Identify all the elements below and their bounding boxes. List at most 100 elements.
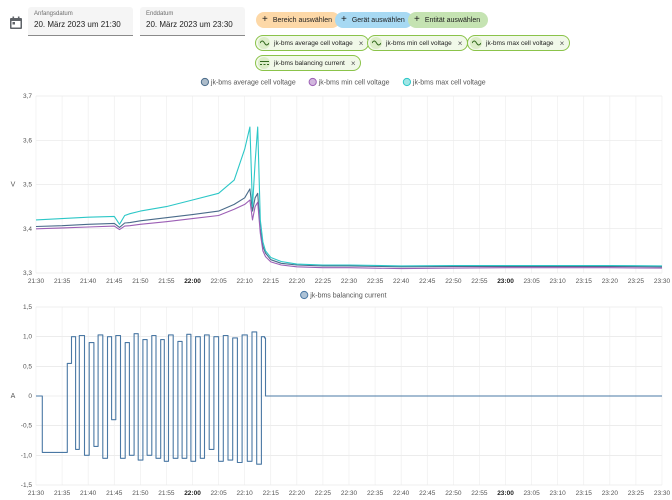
y-axis-title: V [11, 182, 16, 189]
y-tick-label: 3,3 [23, 270, 32, 277]
end-date-field[interactable]: Enddatum 20. März 2023 um 23:30 [140, 7, 245, 36]
x-tick-label: 22:55 [471, 490, 488, 497]
y-tick-label: 3,4 [23, 226, 32, 233]
x-tick-label: 22:40 [393, 490, 410, 497]
close-icon[interactable]: × [358, 38, 364, 48]
x-tick-label: 22:00 [184, 490, 201, 497]
close-icon[interactable]: × [350, 58, 356, 68]
x-tick-label: 23:15 [576, 278, 593, 285]
y-tick-label: 3,6 [23, 137, 32, 144]
x-tick-label: 21:50 [132, 278, 149, 285]
legend-label: jk-bms max cell voltage [412, 80, 486, 87]
x-tick-label: 21:45 [106, 278, 123, 285]
y-tick-label: 1,5 [23, 304, 32, 311]
x-tick-label: 21:45 [106, 490, 123, 497]
y-tick-label: 3,7 [23, 93, 32, 100]
x-tick-label: 22:25 [315, 278, 332, 285]
choose-entity-label: Entität auswählen [424, 16, 481, 24]
x-tick-label: 21:55 [158, 490, 175, 497]
x-tick-label: 21:40 [80, 278, 97, 285]
legend-swatch [402, 77, 411, 87]
legend-label: jk-bms balancing current [309, 293, 386, 300]
start-date-value: 20. März 2023 um 21:30 [34, 20, 121, 29]
x-tick-label: 22:30 [341, 278, 358, 285]
x-tick-label: 21:30 [28, 490, 45, 497]
series-line [35, 188, 663, 268]
x-tick-label: 22:55 [471, 278, 488, 285]
y-tick-label: -1,0 [21, 452, 33, 459]
x-tick-label: 21:55 [158, 278, 175, 285]
legend-label: jk-bms average cell voltage [210, 80, 296, 87]
legend-swatch [200, 77, 209, 87]
x-tick-label: 23:15 [576, 490, 593, 497]
x-tick-label: 23:20 [602, 278, 619, 285]
x-tick-label: 22:10 [237, 278, 254, 285]
x-tick-label: 22:50 [445, 490, 462, 497]
x-tick-label: 21:40 [80, 490, 97, 497]
x-tick-label: 22:40 [393, 278, 410, 285]
series-line [35, 199, 663, 270]
x-tick-label: 22:00 [184, 278, 201, 285]
series-line [35, 126, 663, 267]
current-icon [258, 57, 270, 69]
x-tick-label: 23:10 [550, 490, 567, 497]
x-tick-label: 23:30 [654, 490, 671, 497]
x-tick-label: 22:15 [263, 490, 280, 497]
choose-area-button[interactable]: + Bereich auswählen [256, 12, 340, 28]
sine-wave-icon [470, 37, 482, 49]
entity-chip-label: jk-bms balancing current [274, 59, 345, 67]
y-tick-label: 1,0 [23, 334, 32, 341]
entity-chip-min-voltage[interactable]: jk-bms min cell voltage × [367, 35, 469, 51]
entity-chip-max-voltage[interactable]: jk-bms max cell voltage × [467, 35, 571, 51]
y-tick-label: -0,5 [21, 423, 33, 430]
y-tick-label: 3,5 [23, 182, 32, 189]
choose-entity-button[interactable]: + Entität auswählen [408, 12, 489, 28]
entity-chip-label: jk-bms average cell voltage [274, 39, 353, 47]
x-tick-label: 23:25 [628, 278, 645, 285]
end-date-value: 20. März 2023 um 23:30 [146, 20, 233, 29]
plus-icon: + [414, 14, 420, 25]
x-tick-label: 22:45 [419, 278, 436, 285]
calendar-icon [10, 16, 22, 29]
x-tick-label: 22:25 [315, 490, 332, 497]
x-tick-label: 22:45 [419, 490, 436, 497]
x-tick-label: 21:35 [54, 278, 71, 285]
entity-chip-balancing-current[interactable]: jk-bms balancing current × [255, 55, 362, 71]
x-tick-label: 23:00 [497, 490, 514, 497]
x-tick-label: 22:15 [263, 278, 280, 285]
choose-device-label: Gerät auswählen [351, 16, 405, 24]
entity-chip-label: jk-bms max cell voltage [486, 39, 554, 47]
x-tick-label: 23:25 [628, 490, 645, 497]
x-tick-label: 21:50 [132, 490, 149, 497]
legend-label: jk-bms min cell voltage [318, 80, 390, 87]
legend-swatch [308, 77, 317, 87]
x-tick-label: 22:05 [210, 278, 227, 285]
x-tick-label: 22:20 [289, 490, 306, 497]
series-line [36, 331, 662, 465]
x-tick-label: 23:10 [550, 278, 567, 285]
choose-device-button[interactable]: + Gerät auswählen [335, 12, 413, 28]
entity-chip-average-voltage[interactable]: jk-bms average cell voltage × [255, 35, 370, 51]
x-tick-label: 21:35 [54, 490, 71, 497]
x-tick-label: 23:30 [654, 278, 671, 285]
entity-chip-label: jk-bms min cell voltage [386, 39, 452, 47]
end-date-label: Enddatum [146, 11, 174, 17]
close-icon[interactable]: × [457, 38, 463, 48]
choose-area-label: Bereich auswählen [272, 16, 332, 24]
close-icon[interactable]: × [559, 38, 565, 48]
plus-icon: + [262, 14, 268, 25]
start-date-field[interactable]: Anfangsdatum 20. März 2023 um 21:30 [28, 7, 133, 36]
y-tick-label: -1,5 [21, 482, 33, 489]
x-tick-label: 22:20 [289, 278, 306, 285]
x-tick-label: 22:35 [367, 278, 384, 285]
x-tick-label: 23:05 [523, 490, 540, 497]
sine-wave-icon [258, 37, 270, 49]
sine-wave-icon [370, 37, 382, 49]
x-tick-label: 23:20 [602, 490, 619, 497]
y-tick-label: 0,5 [23, 363, 32, 370]
x-tick-label: 22:10 [237, 490, 254, 497]
x-tick-label: 23:00 [497, 278, 514, 285]
y-tick-label: 0 [28, 393, 32, 400]
legend-swatch [300, 290, 309, 300]
